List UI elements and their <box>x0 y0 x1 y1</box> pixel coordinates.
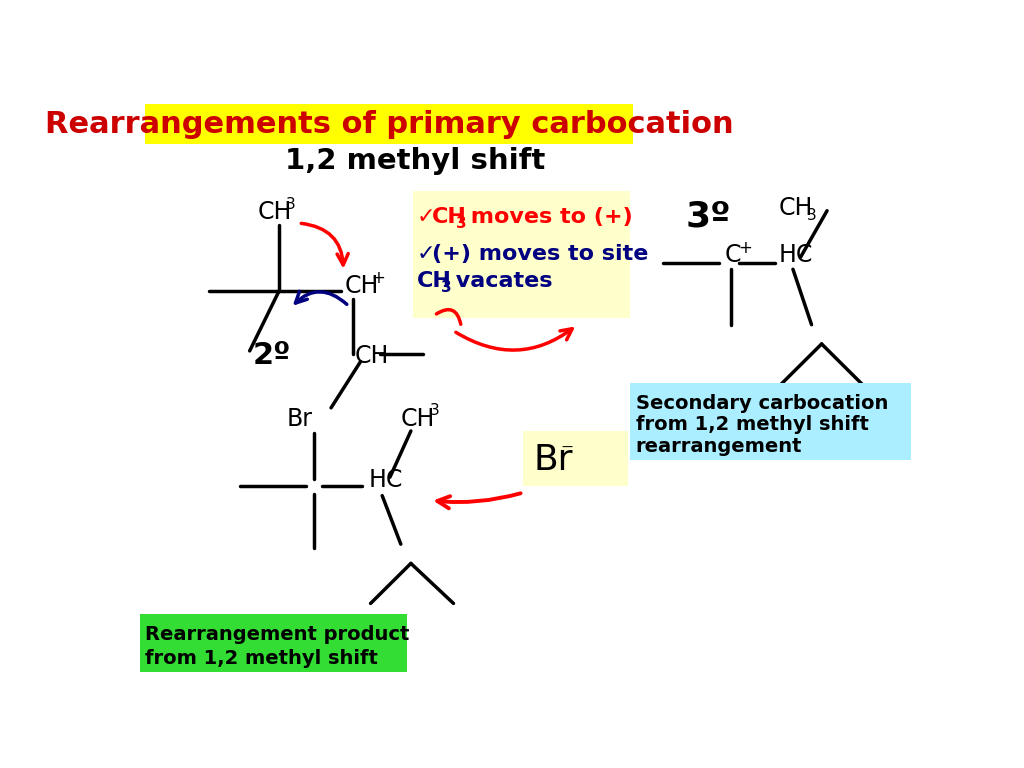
Text: vacates: vacates <box>449 271 553 291</box>
Text: C: C <box>725 243 741 267</box>
Text: Br: Br <box>287 406 313 431</box>
Text: 3: 3 <box>807 208 817 223</box>
Text: moves to (+): moves to (+) <box>463 207 633 227</box>
Text: CH: CH <box>345 274 379 298</box>
Text: 3: 3 <box>286 197 295 212</box>
FancyBboxPatch shape <box>630 383 910 460</box>
FancyBboxPatch shape <box>145 104 633 144</box>
FancyArrowPatch shape <box>456 329 572 350</box>
Text: +: + <box>738 239 753 257</box>
Text: Rearrangements of primary carbocation: Rearrangements of primary carbocation <box>45 110 733 139</box>
Text: ✓: ✓ <box>417 207 435 227</box>
Text: +: + <box>372 269 385 286</box>
Text: from 1,2 methyl shift: from 1,2 methyl shift <box>636 415 868 434</box>
FancyArrowPatch shape <box>296 291 347 304</box>
Text: HC: HC <box>779 243 813 267</box>
FancyArrowPatch shape <box>301 223 348 265</box>
Text: Secondary carbocation: Secondary carbocation <box>636 394 888 412</box>
FancyArrowPatch shape <box>436 310 461 324</box>
Text: CH: CH <box>432 207 467 227</box>
Text: CH: CH <box>257 200 292 224</box>
Text: HC: HC <box>369 468 402 492</box>
Text: ✓: ✓ <box>417 244 435 264</box>
FancyBboxPatch shape <box>523 431 628 486</box>
Text: 2º: 2º <box>252 341 291 370</box>
Text: rearrangement: rearrangement <box>636 437 802 456</box>
Text: Rearrangement product: Rearrangement product <box>145 624 410 644</box>
Text: 3: 3 <box>430 403 440 419</box>
Text: CH: CH <box>779 196 813 220</box>
Text: (+) moves to site: (+) moves to site <box>432 244 648 264</box>
Text: 3: 3 <box>456 217 467 231</box>
FancyBboxPatch shape <box>414 190 630 318</box>
Text: 1,2 methyl shift: 1,2 methyl shift <box>285 147 545 175</box>
Text: CH: CH <box>355 344 389 369</box>
Text: ⁻: ⁻ <box>560 441 573 465</box>
Text: from 1,2 methyl shift: from 1,2 methyl shift <box>145 649 378 667</box>
Text: CH: CH <box>400 406 435 431</box>
FancyArrowPatch shape <box>437 493 520 508</box>
Text: Br: Br <box>534 443 572 477</box>
Text: 3: 3 <box>441 280 452 295</box>
Text: CH: CH <box>417 271 452 291</box>
FancyBboxPatch shape <box>139 614 407 672</box>
Text: 3º: 3º <box>686 200 731 234</box>
